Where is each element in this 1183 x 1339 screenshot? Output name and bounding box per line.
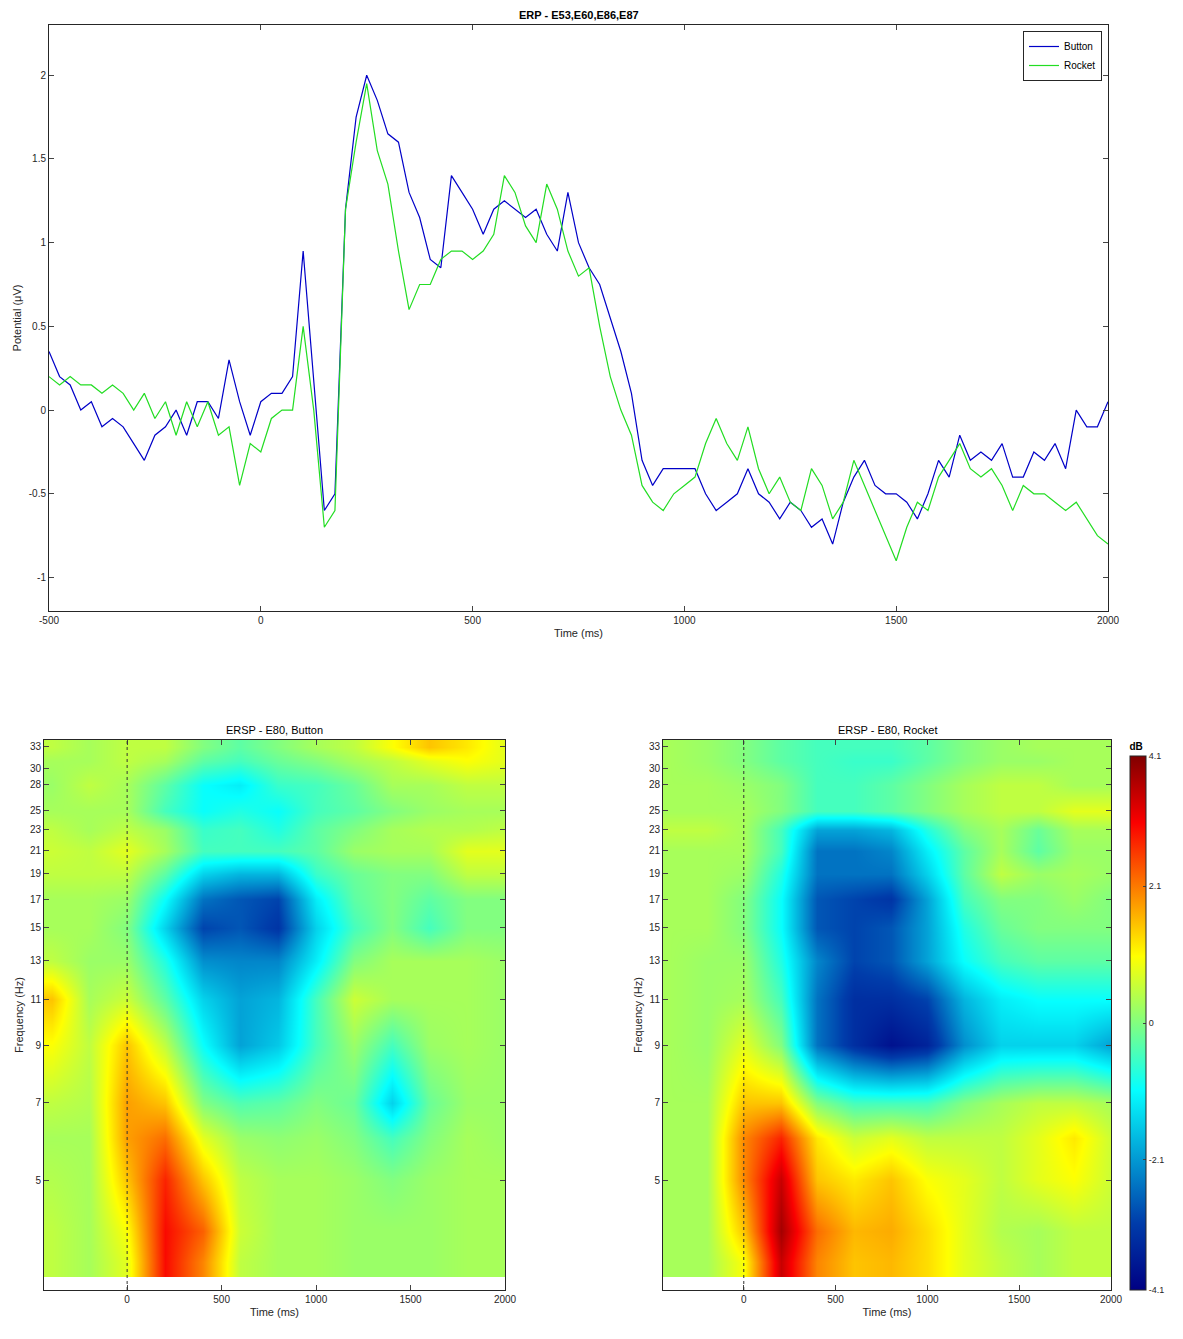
svg-text:25: 25 <box>649 805 661 816</box>
svg-text:33: 33 <box>649 741 661 752</box>
svg-text:-4.1: -4.1 <box>1149 1285 1165 1295</box>
svg-text:23: 23 <box>649 824 661 835</box>
svg-text:500: 500 <box>213 1294 230 1305</box>
svg-text:1500: 1500 <box>399 1294 422 1305</box>
svg-text:21: 21 <box>30 845 42 856</box>
svg-text:500: 500 <box>827 1294 844 1305</box>
svg-text:ERP - E53,E60,E86,E87: ERP - E53,E60,E86,E87 <box>519 9 639 21</box>
svg-text:13: 13 <box>649 955 661 966</box>
svg-text:Button: Button <box>1064 41 1093 52</box>
svg-text:2: 2 <box>40 70 46 81</box>
svg-text:2.1: 2.1 <box>1149 881 1162 891</box>
svg-text:5: 5 <box>654 1175 660 1186</box>
svg-text:23: 23 <box>30 824 42 835</box>
svg-text:Time (ms): Time (ms) <box>554 627 603 639</box>
svg-text:0: 0 <box>258 615 264 626</box>
svg-text:28: 28 <box>649 779 661 790</box>
svg-text:15: 15 <box>649 922 661 933</box>
svg-text:0: 0 <box>40 405 46 416</box>
svg-text:11: 11 <box>31 994 42 1005</box>
svg-text:2000: 2000 <box>1100 1294 1123 1305</box>
svg-text:7: 7 <box>654 1097 660 1108</box>
svg-text:0: 0 <box>741 1294 747 1305</box>
svg-text:Frequency (Hz): Frequency (Hz) <box>13 977 25 1053</box>
svg-text:1500: 1500 <box>885 615 908 626</box>
svg-text:1: 1 <box>40 237 46 248</box>
svg-text:19: 19 <box>649 868 661 879</box>
svg-text:-0.5: -0.5 <box>29 488 47 499</box>
svg-text:17: 17 <box>30 894 42 905</box>
svg-text:ERSP - E80, Button: ERSP - E80, Button <box>226 724 323 736</box>
svg-text:1000: 1000 <box>916 1294 939 1305</box>
svg-text:0.5: 0.5 <box>32 321 46 332</box>
svg-text:28: 28 <box>30 779 42 790</box>
svg-text:1000: 1000 <box>673 615 696 626</box>
svg-text:-500: -500 <box>39 615 59 626</box>
svg-text:Time (ms): Time (ms) <box>862 1306 911 1318</box>
svg-text:25: 25 <box>30 805 42 816</box>
svg-text:17: 17 <box>649 894 661 905</box>
svg-text:7: 7 <box>35 1097 41 1108</box>
svg-text:500: 500 <box>464 615 481 626</box>
svg-text:19: 19 <box>30 868 42 879</box>
svg-text:1000: 1000 <box>305 1294 328 1305</box>
svg-text:15: 15 <box>30 922 42 933</box>
svg-text:Rocket: Rocket <box>1064 60 1095 71</box>
svg-text:1.5: 1.5 <box>32 153 46 164</box>
svg-text:1500: 1500 <box>1008 1294 1031 1305</box>
svg-text:30: 30 <box>30 763 42 774</box>
svg-text:-2.1: -2.1 <box>1149 1155 1165 1165</box>
svg-text:21: 21 <box>649 845 661 856</box>
svg-text:ERSP - E80, Rocket: ERSP - E80, Rocket <box>838 724 937 736</box>
svg-text:5: 5 <box>35 1175 41 1186</box>
svg-text:13: 13 <box>30 955 42 966</box>
svg-text:Time (ms): Time (ms) <box>250 1306 299 1318</box>
svg-text:0: 0 <box>124 1294 130 1305</box>
svg-text:9: 9 <box>654 1040 660 1051</box>
svg-text:30: 30 <box>649 763 661 774</box>
svg-text:2000: 2000 <box>494 1294 517 1305</box>
svg-text:33: 33 <box>30 741 42 752</box>
svg-text:-1: -1 <box>37 572 46 583</box>
svg-text:11: 11 <box>650 994 661 1005</box>
svg-text:dB: dB <box>1130 741 1143 752</box>
svg-text:4.1: 4.1 <box>1149 751 1162 761</box>
svg-text:Potential (μV): Potential (μV) <box>11 285 23 352</box>
svg-text:0: 0 <box>1149 1018 1154 1028</box>
svg-text:2000: 2000 <box>1097 615 1120 626</box>
svg-text:9: 9 <box>35 1040 41 1051</box>
svg-text:Frequency (Hz): Frequency (Hz) <box>632 977 644 1053</box>
